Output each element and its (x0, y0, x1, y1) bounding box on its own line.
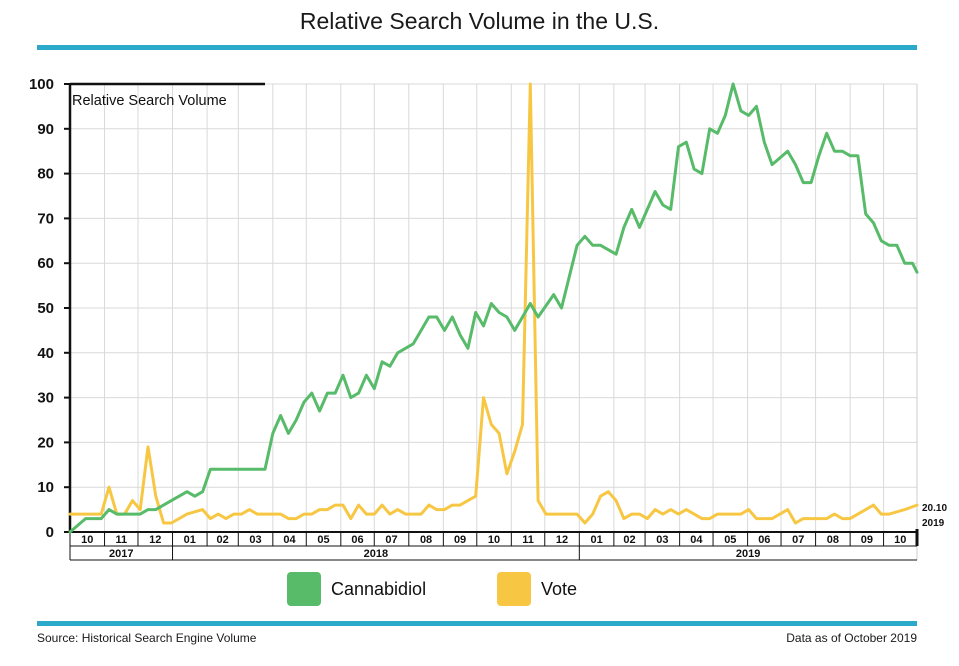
year-label: 2017 (109, 548, 133, 560)
y-axis-label: Relative Search Volume (72, 93, 227, 109)
legend-label-vote: Vote (541, 579, 577, 599)
x-tick-label: 10 (894, 534, 906, 546)
legend-swatch-cannabidiol (287, 572, 321, 606)
y-tick-labels: 0 10 20 30 40 50 60 70 80 90 100 (29, 76, 54, 541)
x-tick-label: 12 (556, 534, 568, 546)
source-note: Source: Historical Search Engine Volume (37, 631, 257, 645)
legend: Cannabidiol Vote (287, 572, 577, 606)
y-tick-label: 30 (37, 390, 54, 407)
y-tick-label: 80 (37, 166, 54, 183)
x-tick-label: 04 (283, 534, 296, 546)
y-tick-label: 20 (37, 434, 54, 451)
series-line-cannabidiol (68, 82, 919, 534)
x-tick-label: 05 (724, 534, 736, 546)
y-tick-label: 100 (29, 76, 54, 93)
y-tick-label: 70 (37, 210, 54, 227)
end-date-label: 20.10 (922, 503, 947, 514)
x-tick-label: 09 (454, 534, 466, 546)
y-tick-label: 40 (37, 345, 54, 362)
y-tick-label: 10 (37, 479, 54, 496)
x-tick-label: 08 (827, 534, 839, 546)
x-tick-label: 08 (420, 534, 432, 546)
data-date-note: Data as of October 2019 (786, 631, 917, 645)
x-tick-label: 09 (861, 534, 873, 546)
y-tick-label: 0 (46, 524, 54, 541)
x-tick-label: 05 (317, 534, 329, 546)
x-tick-label: 04 (690, 534, 703, 546)
legend-label-cannabidiol: Cannabidiol (331, 579, 426, 599)
x-tick-label: 06 (351, 534, 363, 546)
year-label: 2019 (736, 548, 760, 560)
end-year-label: 2019 (922, 518, 945, 529)
y-tick-label: 90 (37, 121, 54, 138)
x-tick-label: 03 (656, 534, 668, 546)
top-rule (37, 45, 917, 50)
y-tick-label: 60 (37, 255, 54, 272)
series-lines (68, 82, 919, 534)
series-line-vote (68, 82, 919, 525)
x-tick-label: 03 (249, 534, 261, 546)
x-tick-label: 07 (385, 534, 397, 546)
bottom-rule (37, 621, 917, 626)
x-tick-label: 06 (758, 534, 770, 546)
year-label: 2018 (364, 548, 388, 560)
x-tick-label: 07 (792, 534, 804, 546)
axes (64, 82, 918, 560)
y-tick-label: 50 (37, 300, 54, 317)
x-tick-label: 02 (623, 534, 635, 546)
x-tick-label: 10 (81, 534, 93, 546)
x-tick-label: 01 (184, 534, 196, 546)
x-tick-label: 10 (488, 534, 500, 546)
x-tick-label: 12 (149, 534, 161, 546)
legend-swatch-vote (497, 572, 531, 606)
x-tick-label: 01 (590, 534, 602, 546)
x-axis-table: 10 11 12 01 02 03 04 05 06 07 08 09 10 11 12 01 02 03 04 05… (69, 503, 947, 561)
x-tick-label: 02 (217, 534, 229, 546)
x-tick-label: 11 (522, 534, 534, 546)
chart-title: Relative Search Volume in the U.S. (299, 8, 660, 34)
x-tick-label: 11 (115, 534, 127, 546)
